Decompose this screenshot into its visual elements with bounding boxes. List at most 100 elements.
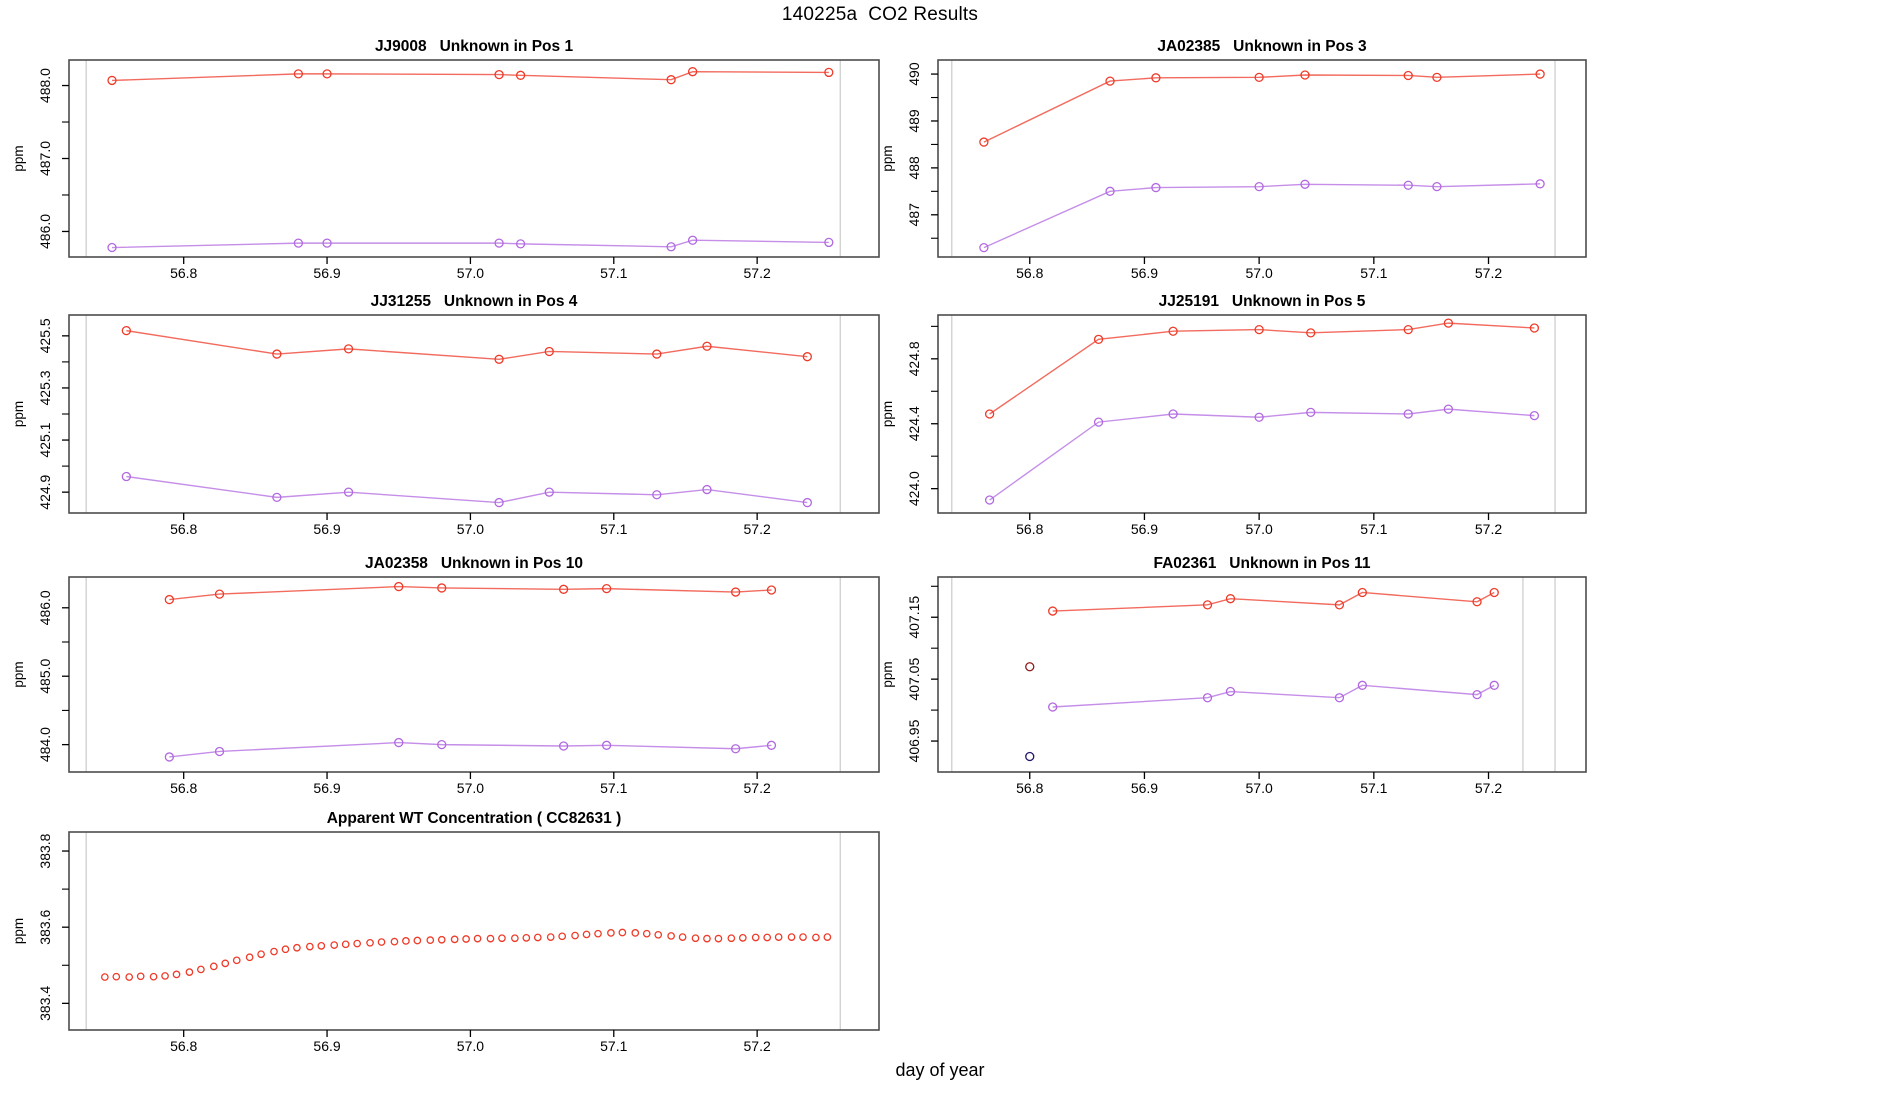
- data-point-circle: [1168, 409, 1178, 419]
- data-point-circle: [1300, 179, 1310, 189]
- panel-box: [68, 831, 880, 1031]
- data-point-circle: [702, 341, 712, 351]
- data-point-circle: [494, 69, 504, 80]
- y-tick-label: 424.4: [906, 406, 922, 441]
- x-tick-label: 57.0: [457, 265, 484, 281]
- x-tick-label: 56.9: [1131, 265, 1158, 281]
- y-tick-label: 490: [906, 62, 922, 86]
- x-tick-label: 57.2: [1475, 265, 1502, 281]
- data-point-circle: [1254, 412, 1264, 422]
- data-point-circle: [232, 956, 241, 965]
- data-point-circle: [341, 940, 350, 949]
- x-tick-label: 57.1: [1360, 521, 1387, 537]
- y-tick-label: 489: [906, 109, 922, 133]
- panel-box: [937, 576, 1587, 773]
- data-point-circle: [149, 972, 158, 981]
- panel-box: [68, 59, 880, 258]
- data-point-circle: [544, 487, 554, 497]
- x-tick-label: 56.9: [313, 1038, 340, 1054]
- data-point-circle: [1306, 407, 1316, 418]
- data-point-circle: [281, 945, 290, 954]
- data-point-circle: [486, 934, 495, 943]
- data-point-circle: [125, 973, 134, 981]
- data-point-circle: [1472, 689, 1482, 700]
- data-point-circle: [1357, 587, 1368, 598]
- x-axis-title: day of year: [895, 1060, 985, 1080]
- data-point-circle: [1472, 597, 1482, 607]
- data-point-circle: [1254, 324, 1264, 335]
- series-purple-series-points: [984, 404, 1540, 505]
- x-tick-label: 57.0: [1246, 780, 1273, 796]
- data-point-circle: [984, 409, 995, 419]
- x-tick-label: 56.9: [313, 521, 340, 537]
- data-point-circle: [330, 941, 339, 949]
- data-point-circle: [642, 929, 651, 938]
- x-tick-label: 57.2: [744, 265, 771, 281]
- series-purple-outlier-points: [1025, 751, 1035, 762]
- y-tick-label: 485.0: [37, 658, 53, 693]
- data-point-circle: [1489, 587, 1499, 598]
- data-point-circle: [1529, 323, 1540, 333]
- data-point-circle: [473, 934, 482, 943]
- data-point-circle: [984, 495, 995, 505]
- data-point-circle: [1529, 410, 1540, 421]
- data-point-circle: [426, 936, 435, 944]
- x-tick-label: 56.8: [1016, 780, 1043, 796]
- series-purple-series-points: [164, 737, 777, 762]
- y-tick-label: 484.0: [37, 727, 53, 762]
- panel-box: [68, 314, 880, 514]
- data-point-circle: [394, 581, 404, 592]
- data-point-circle: [209, 962, 218, 971]
- panel-box: [937, 59, 1587, 258]
- data-point-circle: [1432, 72, 1442, 83]
- x-tick-label: 57.2: [1475, 521, 1502, 537]
- panel-title: FA02361 Unknown in Pos 11: [1153, 555, 1370, 572]
- x-tick-label: 57.1: [1360, 265, 1387, 281]
- y-tick-label: 424.9: [37, 474, 53, 509]
- data-point-circle: [390, 937, 399, 946]
- data-point-circle: [1254, 72, 1264, 83]
- series-red-outlier-points: [1025, 662, 1035, 672]
- x-tick-label: 57.2: [744, 780, 771, 796]
- x-tick-label: 56.9: [1131, 521, 1158, 537]
- data-point-circle: [293, 69, 304, 79]
- panel-pos1: JJ9008 Unknown in Pos 1 ppm 56.8 56.9 57.0 57…: [11, 38, 880, 281]
- data-point-circle: [121, 325, 131, 336]
- data-point-circle: [214, 589, 225, 599]
- data-point-circle: [1048, 702, 1058, 712]
- data-point-circle: [787, 933, 796, 941]
- data-point-circle: [1535, 179, 1545, 189]
- series-purple-series-line: [989, 408, 1535, 501]
- data-point-circle: [322, 69, 332, 79]
- data-point-circle: [522, 934, 531, 942]
- panel-title: JA02385 Unknown in Pos 3: [1157, 38, 1367, 55]
- y-axis-label: ppm: [880, 661, 895, 687]
- data-point-circle: [1254, 181, 1264, 192]
- data-point-circle: [322, 238, 332, 248]
- data-point-circle: [601, 740, 612, 750]
- data-point-circle: [824, 237, 834, 248]
- data-point-circle: [979, 242, 989, 253]
- panel-pos11: FA02361 Unknown in Pos 11 ppm 56.8 56.9 57.0…: [880, 555, 1587, 796]
- data-point-circle: [558, 584, 569, 594]
- data-point-circle: [1403, 180, 1413, 190]
- y-tick-label: 383.4: [37, 986, 53, 1021]
- data-point-circle: [270, 947, 278, 956]
- data-point-circle: [515, 70, 526, 80]
- series-purple-series-points: [121, 471, 812, 508]
- data-point-circle: [799, 933, 807, 941]
- y-tick-label: 383.8: [37, 833, 53, 868]
- data-point-circle: [812, 933, 820, 942]
- data-point-circle: [1334, 693, 1345, 703]
- data-point-circle: [1105, 186, 1115, 196]
- data-point-circle: [293, 238, 304, 248]
- data-point-circle: [1025, 662, 1035, 672]
- data-point-circle: [437, 583, 447, 593]
- panel-title: Apparent WT Concentration ( CC82631 ): [327, 810, 622, 827]
- y-axis-label: ppm: [11, 145, 26, 171]
- data-point-circle: [666, 242, 676, 252]
- x-tick-label: 56.8: [170, 521, 197, 537]
- data-point-circle: [1225, 686, 1236, 697]
- y-tick-label: 407.15: [906, 596, 922, 639]
- x-tick-label: 57.1: [600, 521, 627, 537]
